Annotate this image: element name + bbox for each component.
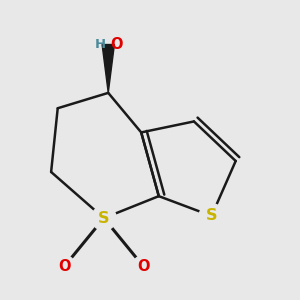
Circle shape	[92, 206, 116, 230]
Text: O: O	[137, 259, 150, 274]
Text: S: S	[98, 211, 110, 226]
Text: S: S	[206, 208, 217, 224]
Text: H: H	[95, 38, 106, 51]
Circle shape	[95, 31, 122, 58]
Circle shape	[132, 256, 154, 278]
Circle shape	[199, 204, 224, 228]
Text: O: O	[58, 259, 70, 274]
Polygon shape	[102, 44, 114, 93]
Text: O: O	[110, 37, 123, 52]
Circle shape	[53, 256, 75, 278]
